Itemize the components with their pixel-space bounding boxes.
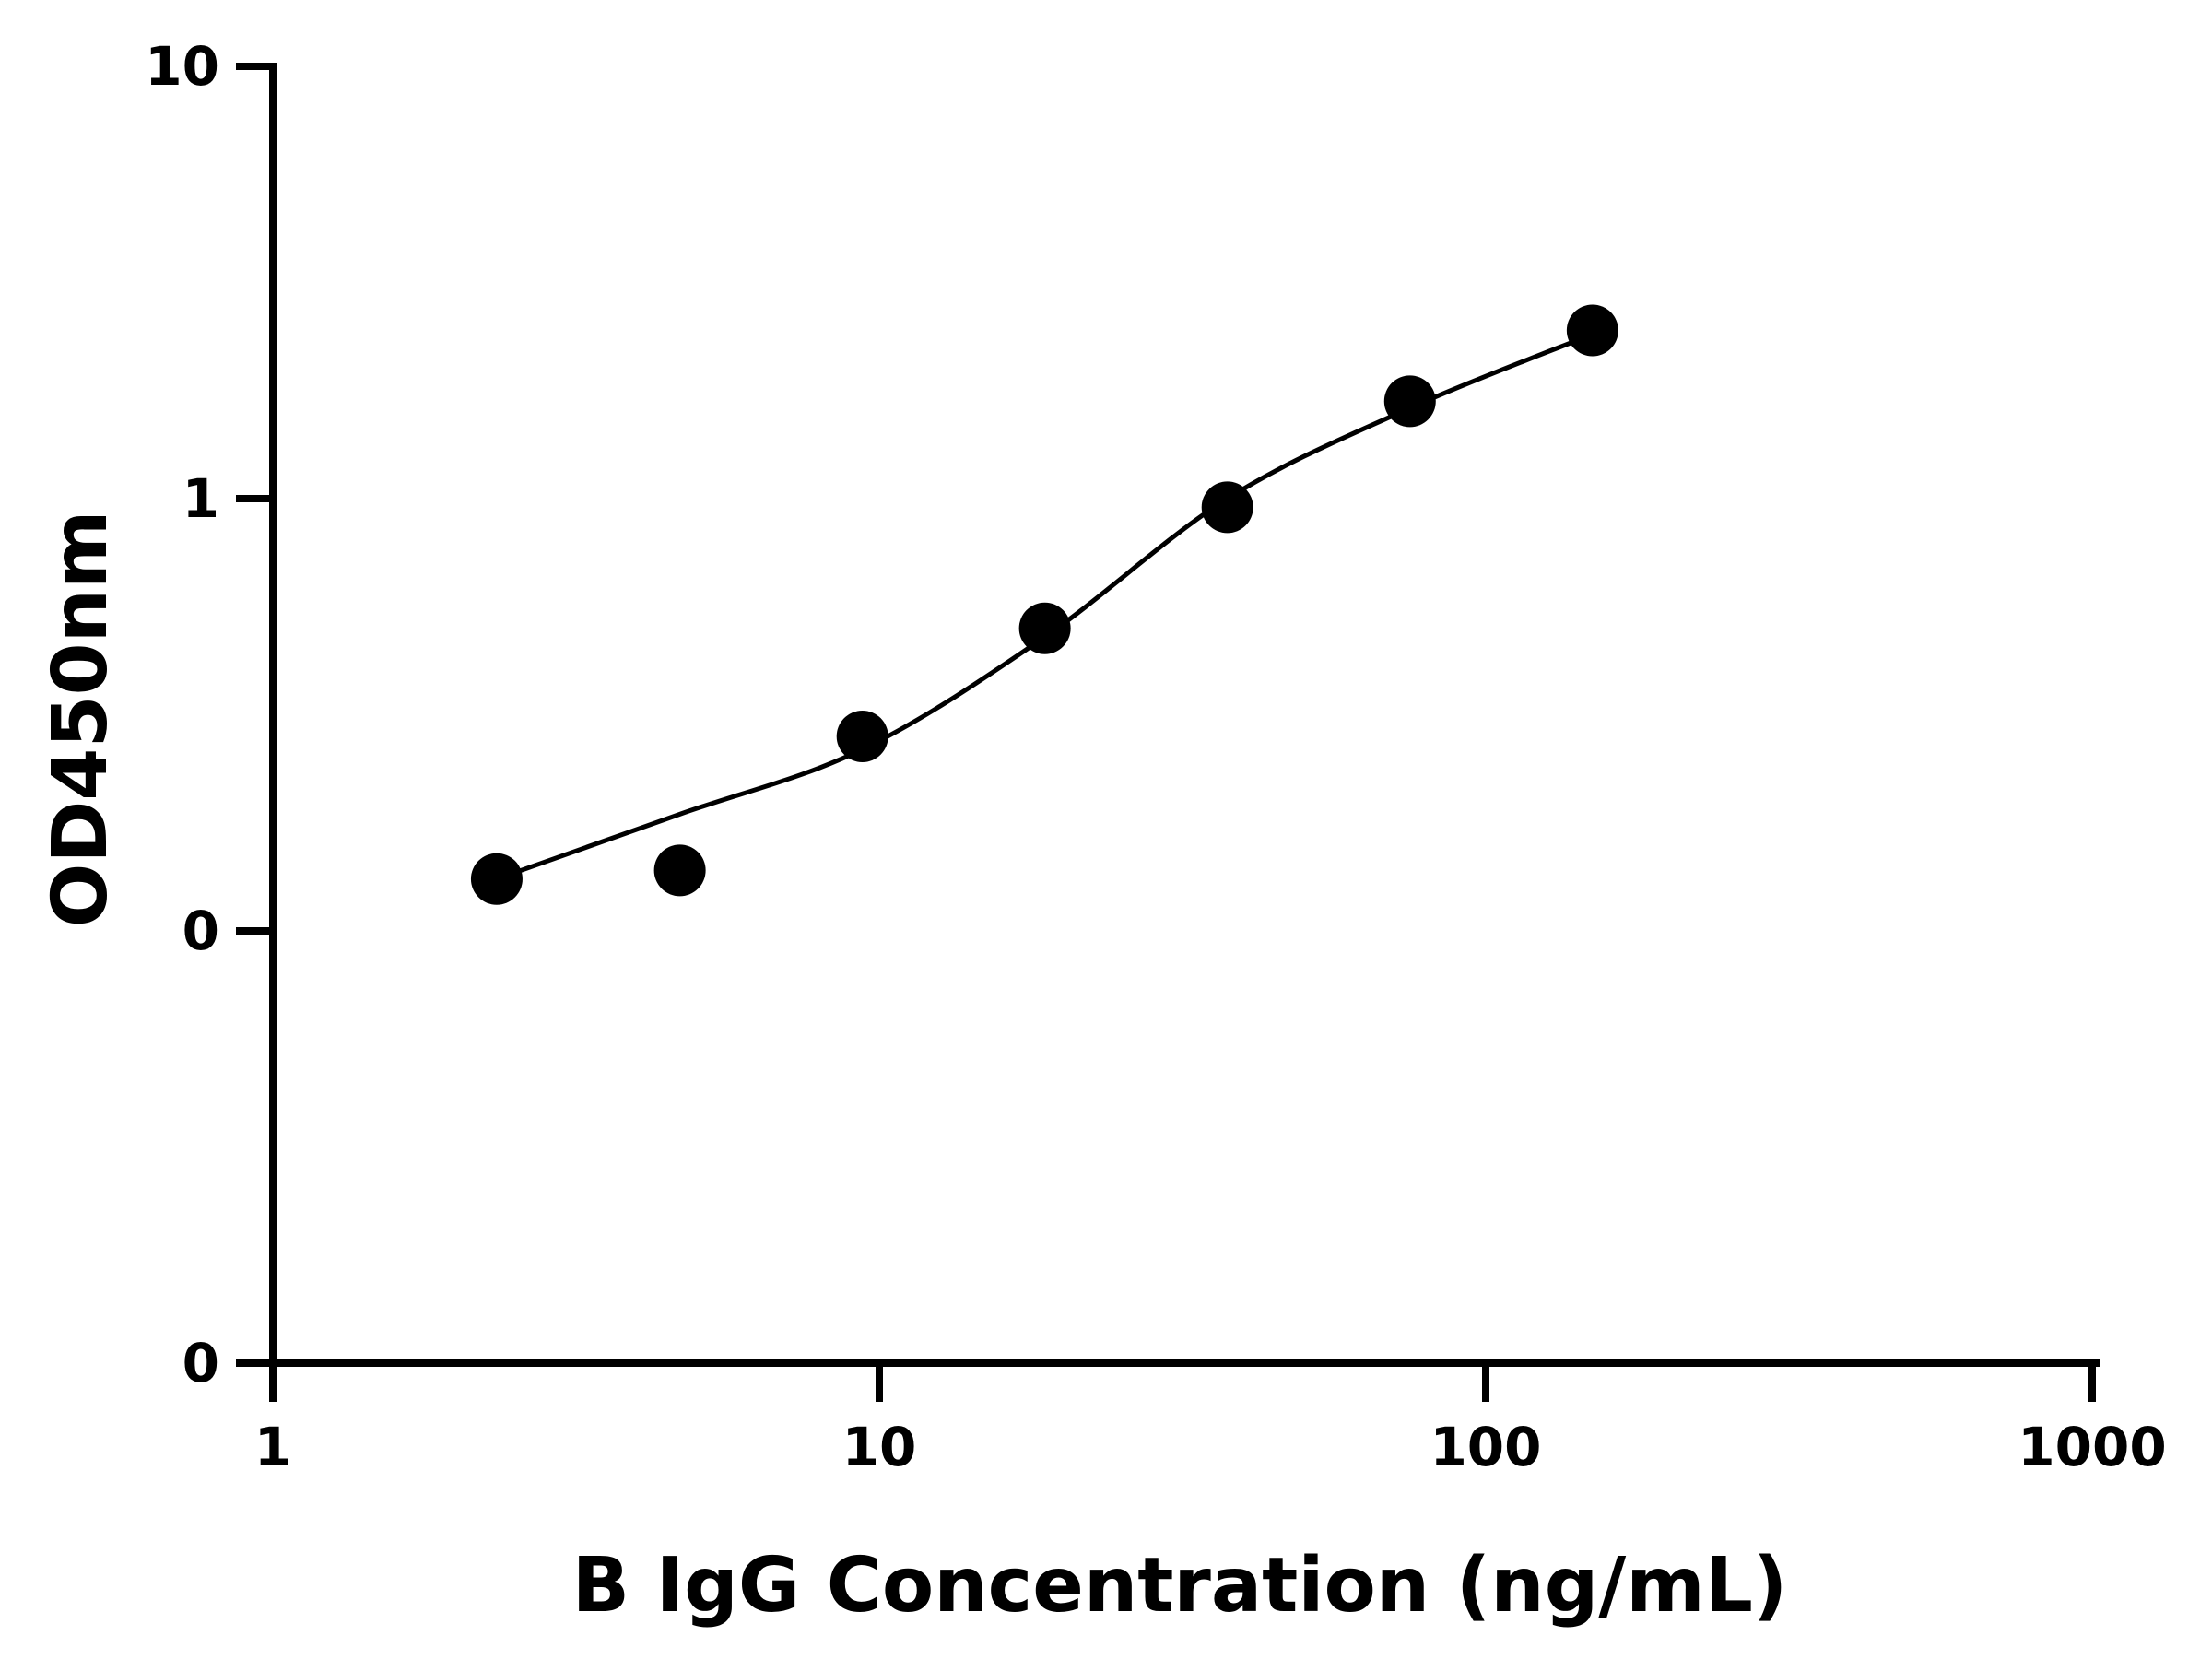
data-point bbox=[1201, 481, 1253, 534]
x-ticks: 1 10 100 1000 bbox=[254, 1363, 2167, 1478]
data-point bbox=[470, 853, 523, 905]
y-tick-label: 0 bbox=[182, 1332, 219, 1394]
data-point bbox=[836, 710, 888, 762]
x-tick-label: 100 bbox=[1430, 1416, 1541, 1478]
y-axis-title: OD450nm bbox=[37, 511, 124, 928]
data-point bbox=[1383, 375, 1436, 428]
y-tick-label: 0 bbox=[182, 900, 219, 962]
y-ticks: 0 0 1 10 bbox=[145, 35, 273, 1394]
x-tick-label: 1000 bbox=[2018, 1416, 2166, 1478]
data-point bbox=[1566, 304, 1618, 357]
x-tick-label: 10 bbox=[842, 1416, 917, 1478]
data-points-layer bbox=[470, 304, 1618, 905]
x-tick-label: 1 bbox=[254, 1416, 291, 1478]
y-tick-label: 10 bbox=[145, 35, 219, 98]
data-point bbox=[653, 844, 706, 897]
axes bbox=[236, 63, 2100, 1367]
data-point bbox=[1018, 602, 1071, 654]
x-axis-title: B IgG Concentration (ng/mL) bbox=[572, 1542, 1788, 1630]
y-tick-label: 1 bbox=[182, 467, 219, 530]
